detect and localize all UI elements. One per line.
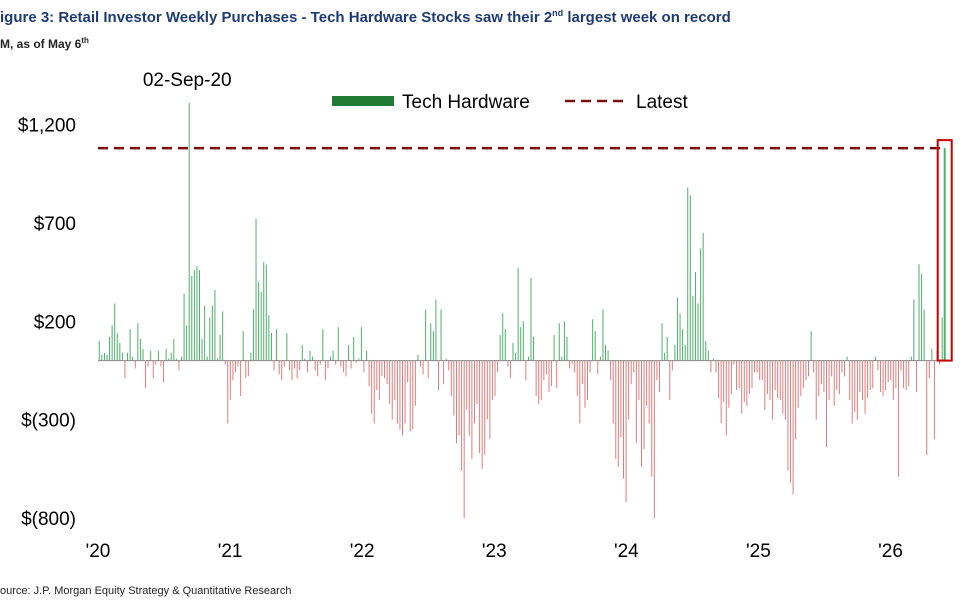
source-note: ource: J.P. Morgan Equity Strategy & Qua…: [0, 585, 292, 597]
y-tick-label: $700: [34, 214, 76, 235]
x-tick-label: '25: [746, 541, 771, 562]
bars-group: [98, 102, 946, 518]
x-tick-label: '22: [350, 541, 375, 562]
legend-swatch-tech-hardware: [332, 96, 394, 106]
legend-label-latest: Latest: [636, 92, 688, 113]
y-axis: $1,200 $700 $200 $(300) $(800): [18, 116, 76, 530]
x-tick-label: '24: [614, 541, 639, 562]
x-tick-label: '20: [86, 541, 111, 562]
chart-subtitle: M, as of May 6th: [0, 36, 89, 51]
y-tick-label: $1,200: [18, 116, 76, 137]
y-tick-label: $(800): [21, 509, 76, 530]
legend-label-tech-hardware: Tech Hardware: [402, 92, 530, 113]
chart-title: igure 3: Retail Investor Weekly Purchase…: [0, 8, 731, 26]
x-axis: '20 '21 '22 '23 '24 '25 '26: [86, 541, 903, 562]
y-tick-label: $(300): [21, 411, 76, 432]
legend: Tech Hardware Latest: [332, 92, 688, 113]
x-tick-label: '26: [878, 541, 903, 562]
x-tick-label: '23: [482, 541, 507, 562]
peak-annotation: 02-Sep-20: [143, 70, 232, 91]
x-tick-label: '21: [218, 541, 243, 562]
y-tick-label: $200: [34, 312, 76, 333]
latest-highlight-box: [936, 139, 953, 362]
